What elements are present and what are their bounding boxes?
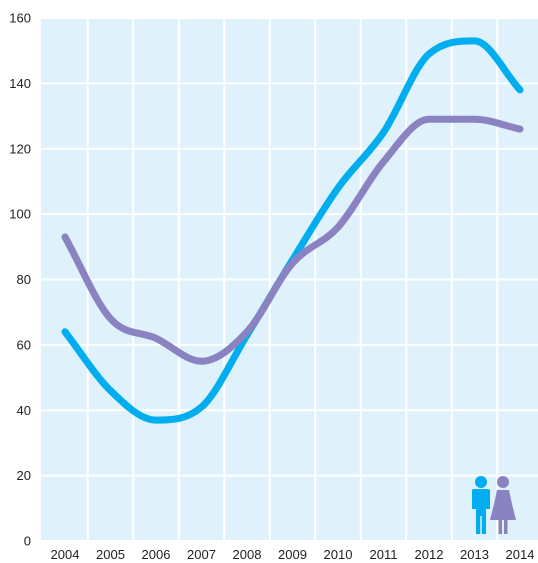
x-tick-label: 2008: [233, 547, 262, 562]
x-tick-label: 2006: [142, 547, 171, 562]
y-tick-label: 60: [17, 337, 31, 352]
y-tick-label: 20: [17, 468, 31, 483]
y-tick-label: 160: [9, 11, 31, 26]
x-tick-label: 2004: [51, 547, 80, 562]
x-tick-label: 2005: [96, 547, 125, 562]
y-tick-label: 0: [24, 534, 31, 549]
series-lines: [61, 37, 524, 424]
male-figure-icon: [472, 476, 490, 534]
x-tick-label: 2012: [415, 547, 444, 562]
x-tick-label: 2007: [187, 547, 216, 562]
x-tick-label: 2014: [506, 547, 535, 562]
x-tick-label: 2013: [460, 547, 489, 562]
x-axis-tick-labels: 2004 2005 2006 2007 2008 2009 2010 2011 2012 2013…: [51, 547, 535, 562]
legend: [472, 476, 516, 534]
series-line-female: [61, 115, 524, 365]
x-tick-label: 2011: [370, 547, 398, 562]
x-tick-label: 2010: [324, 547, 353, 562]
x-tick-label: 2009: [278, 547, 307, 562]
y-tick-label: 140: [9, 76, 31, 91]
y-tick-label: 120: [9, 141, 31, 156]
y-tick-label: 80: [17, 272, 31, 287]
y-tick-label: 100: [9, 207, 31, 222]
y-axis-tick-labels: 0 20 40 60 80 100 120 140 160: [9, 11, 31, 549]
female-figure-icon: [490, 476, 516, 534]
y-tick-label: 40: [17, 403, 31, 418]
